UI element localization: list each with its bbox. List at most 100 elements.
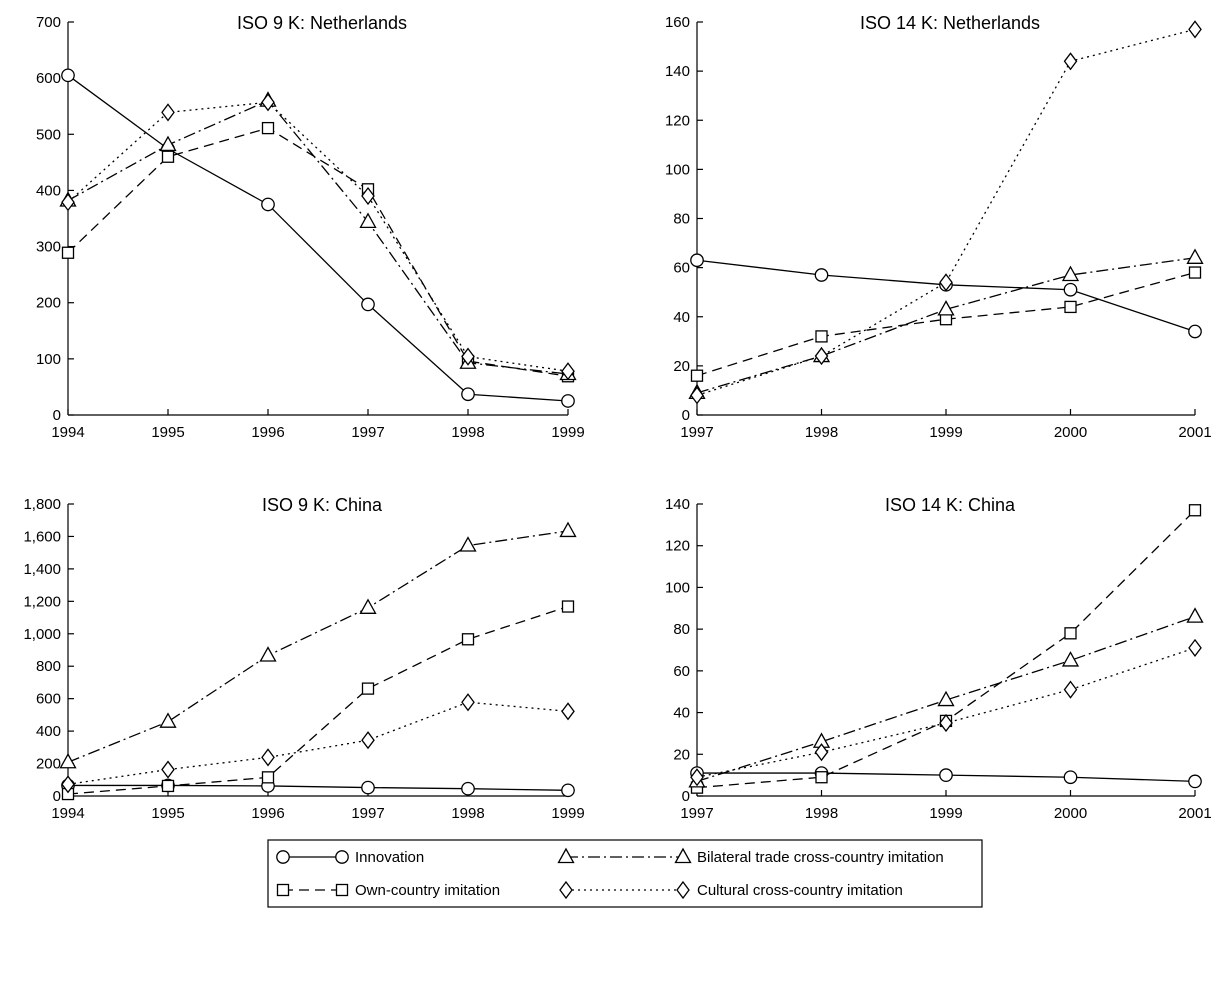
data-point xyxy=(1063,52,1078,71)
data-point xyxy=(361,780,375,795)
y-tick-label: 1,800 xyxy=(23,496,61,513)
y-tick-label: 40 xyxy=(673,705,690,722)
data-point xyxy=(1188,638,1202,657)
x-tick-label: 1994 xyxy=(51,424,84,441)
data-point xyxy=(59,752,77,769)
data-point xyxy=(1188,266,1202,279)
x-tick-label: 1999 xyxy=(551,424,584,441)
chart-panel-4: 0 20 40 60 80 100 120 140 1997 1998 1999 2000 2001 IS… xyxy=(665,495,1212,822)
series-line xyxy=(696,647,1196,778)
y-tick-label: 100 xyxy=(665,579,690,596)
series-cultural-cross-country-imitation xyxy=(690,638,1202,787)
data-point xyxy=(1186,607,1204,623)
data-point xyxy=(361,186,375,206)
data-point xyxy=(459,536,477,552)
data-point xyxy=(159,135,177,152)
chart-panel-2: 0 20 40 60 80 100 120 140 160 1997 1998 1999 2000 200… xyxy=(665,13,1212,441)
y-tick-label: 400 xyxy=(36,182,61,199)
series-own-country-imitation xyxy=(61,600,575,801)
x-tick-label: 2000 xyxy=(1054,805,1087,822)
series-line xyxy=(68,784,569,791)
x-tick-label: 1996 xyxy=(251,805,284,822)
y-tick-label: 200 xyxy=(36,756,61,773)
y-tick-label: 0 xyxy=(53,788,61,805)
chart-panel-3: 0 200 400 600 800 1,000 1,200 1,400 1,600 1,800 19… xyxy=(23,495,584,822)
series-bilateral-trade-cross-country-imitation xyxy=(59,91,577,381)
data-point xyxy=(937,300,955,316)
data-point xyxy=(1061,265,1080,282)
series-own-country-imitation xyxy=(690,504,1202,794)
data-point xyxy=(61,68,75,83)
y-tick-label: 1,200 xyxy=(23,593,61,610)
data-point xyxy=(814,743,829,762)
chart-title: ISO 9 K: China xyxy=(262,495,383,515)
legend-label: Own-country imitation xyxy=(355,882,500,899)
y-tick-label: 20 xyxy=(673,746,690,763)
x-tick-label: 1995 xyxy=(151,424,184,441)
x-tick-label: 2000 xyxy=(1054,424,1087,441)
data-point xyxy=(939,273,953,292)
y-tick-label: 800 xyxy=(36,658,61,675)
chart-title: ISO 9 K: Netherlands xyxy=(237,13,407,33)
series-bilateral-trade-cross-country-imitation xyxy=(688,607,1204,788)
y-tick-label: 600 xyxy=(36,691,61,708)
data-point xyxy=(939,768,953,782)
series-own-country-imitation xyxy=(690,266,1202,382)
data-point xyxy=(814,268,829,282)
data-point xyxy=(261,771,275,784)
x-tick-label: 1997 xyxy=(351,805,384,822)
data-point xyxy=(161,150,175,163)
x-tick-label: 1999 xyxy=(929,805,962,822)
legend-label: Cultural cross-country imitation xyxy=(697,882,903,899)
y-tick-label: 600 xyxy=(36,70,61,87)
data-point xyxy=(561,600,575,613)
data-point xyxy=(561,394,575,408)
legend-marker xyxy=(676,880,690,900)
data-point xyxy=(61,193,75,212)
data-point xyxy=(561,783,575,798)
y-tick-label: 200 xyxy=(36,295,61,312)
legend-marker xyxy=(276,883,290,897)
data-point xyxy=(1188,774,1202,789)
data-point xyxy=(461,633,475,646)
data-point xyxy=(359,598,377,614)
x-tick-label: 1998 xyxy=(805,805,838,822)
data-point xyxy=(261,748,275,767)
series-line xyxy=(696,28,1196,396)
data-point xyxy=(561,362,575,381)
data-point xyxy=(361,731,375,750)
y-tick-label: 120 xyxy=(665,112,690,129)
y-tick-label: 140 xyxy=(665,496,690,513)
y-tick-label: 0 xyxy=(682,407,690,424)
y-tick-label: 1,600 xyxy=(23,528,61,545)
data-point xyxy=(1064,300,1077,314)
data-point xyxy=(1064,627,1077,640)
x-tick-label: 2001 xyxy=(1178,424,1211,441)
x-tick-label: 1997 xyxy=(680,424,713,441)
data-point xyxy=(815,771,828,784)
data-point xyxy=(1188,504,1202,517)
data-point xyxy=(690,386,704,405)
data-point xyxy=(559,521,577,538)
chart-legend: Innovation Bilateral trade cross-country … xyxy=(267,839,983,908)
data-point xyxy=(690,253,704,268)
y-tick-label: 60 xyxy=(673,260,690,277)
y-tick-label: 80 xyxy=(673,621,690,638)
x-tick-label: 1994 xyxy=(51,805,84,822)
data-point xyxy=(361,682,375,695)
x-tick-label: 1998 xyxy=(451,424,484,441)
y-tick-label: 400 xyxy=(36,723,61,740)
data-point xyxy=(261,93,275,112)
legend-marker xyxy=(335,883,349,897)
data-point xyxy=(461,781,475,796)
y-tick-label: 300 xyxy=(36,239,61,256)
y-tick-label: 100 xyxy=(36,351,61,368)
legend-marker xyxy=(276,850,290,864)
data-point xyxy=(161,103,175,122)
series-line xyxy=(67,101,569,372)
data-point xyxy=(161,779,175,793)
data-point xyxy=(815,330,828,343)
data-point xyxy=(561,702,575,721)
